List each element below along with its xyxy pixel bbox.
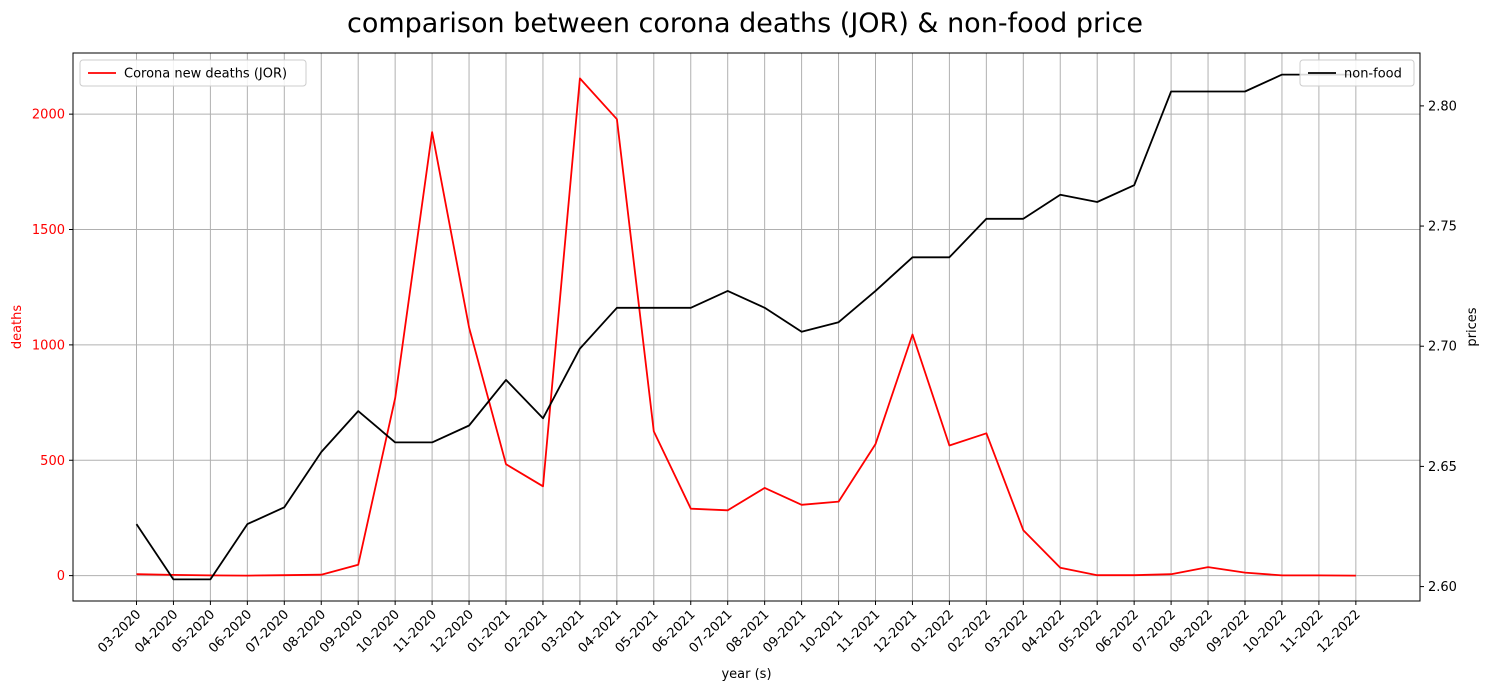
grid-lines (73, 53, 1420, 601)
chart-title: comparison between corona deaths (JOR) &… (347, 8, 1143, 39)
left-tick-label: 500 (40, 454, 65, 469)
left-tick-label: 1000 (32, 338, 65, 353)
x-axis-label: year (s) (721, 667, 771, 682)
legend-box (79, 59, 307, 87)
left-y-axis-label: deaths (10, 305, 25, 350)
right-tick-label: 2.65 (1428, 460, 1457, 475)
legend-label: Corona new deaths (JOR) (124, 67, 287, 82)
right-tick-label: 2.80 (1428, 99, 1457, 114)
right-tick-label: 2.60 (1428, 580, 1457, 595)
legend-right: non-food (1299, 59, 1415, 87)
deaths-series-line (136, 77, 1356, 577)
right-axis-ticks: 2.60 2.65 2.70 2.75 2.80 (1420, 99, 1457, 595)
legend-box (1299, 59, 1415, 87)
series-lines (135, 73, 1356, 581)
left-tick-label: 2000 (32, 108, 65, 123)
right-y-axis-label: prices (1465, 307, 1480, 346)
right-tick-label: 2.70 (1428, 340, 1457, 355)
plot-frame (72, 52, 1421, 602)
left-tick-label: 0 (57, 569, 65, 584)
legend-label: non-food (1344, 67, 1402, 82)
x-axis-ticks: 03-202004-202005-202006-202007-202008-20… (95, 601, 1364, 656)
left-tick-label: 1500 (32, 223, 65, 238)
price-series-line (135, 73, 1356, 581)
right-tick-label: 2.75 (1428, 220, 1457, 235)
legend-left: Corona new deaths (JOR) (79, 59, 307, 87)
left-axis-ticks: 0 500 1000 1500 2000 (32, 108, 73, 584)
